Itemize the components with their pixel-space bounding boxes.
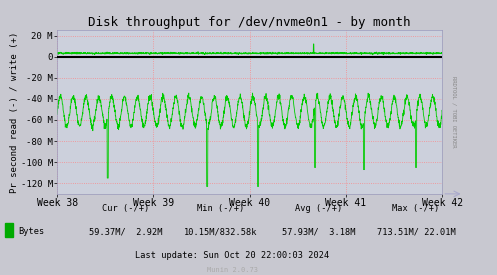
Text: Max (-/+): Max (-/+): [392, 204, 439, 213]
Bar: [4, 223, 13, 237]
Y-axis label: Pr second read (-) / write (+): Pr second read (-) / write (+): [10, 31, 19, 193]
Text: 57.93M/  3.18M: 57.93M/ 3.18M: [282, 227, 355, 236]
Text: 59.37M/  2.92M: 59.37M/ 2.92M: [89, 227, 162, 236]
Text: Bytes: Bytes: [18, 227, 45, 236]
Text: Avg (-/+): Avg (-/+): [295, 204, 342, 213]
Title: Disk throughput for /dev/nvme0n1 - by month: Disk throughput for /dev/nvme0n1 - by mo…: [88, 16, 411, 29]
Text: Min (-/+): Min (-/+): [197, 204, 245, 213]
Text: RRDTOOL / TOBI OETIKER: RRDTOOL / TOBI OETIKER: [452, 76, 457, 148]
Text: 713.51M/ 22.01M: 713.51M/ 22.01M: [377, 227, 455, 236]
Text: Last update: Sun Oct 20 22:00:03 2024: Last update: Sun Oct 20 22:00:03 2024: [135, 251, 330, 260]
Text: Munin 2.0.73: Munin 2.0.73: [207, 267, 258, 273]
Text: Cur (-/+): Cur (-/+): [102, 204, 149, 213]
Text: 10.15M/832.58k: 10.15M/832.58k: [184, 227, 257, 236]
